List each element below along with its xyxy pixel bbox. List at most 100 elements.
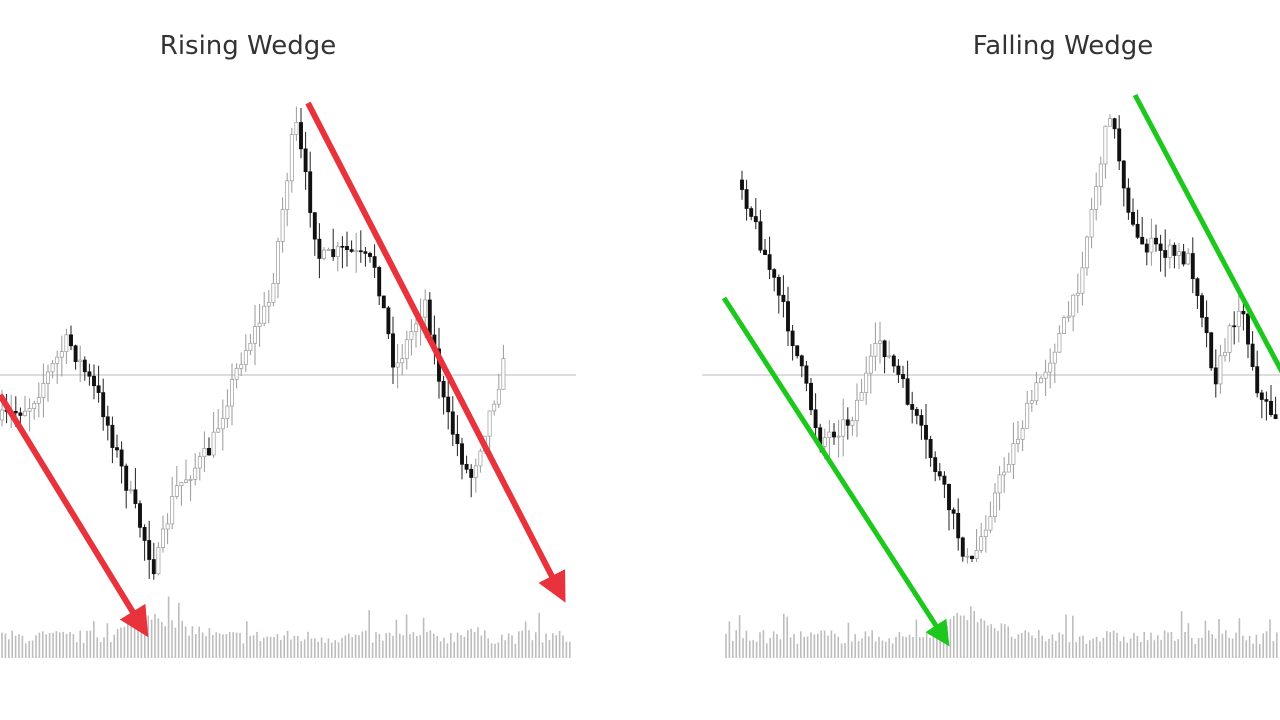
- candle-body: [317, 238, 322, 259]
- candle-body: [211, 431, 216, 456]
- candle-body: [138, 503, 142, 528]
- candle-body: [441, 380, 446, 398]
- left-panel: [0, 106, 576, 658]
- candle-body: [414, 323, 418, 332]
- candle-body: [124, 465, 129, 491]
- candle-body: [46, 371, 50, 384]
- candle-body: [234, 368, 239, 380]
- candle-body: [349, 249, 354, 252]
- candle-body: [423, 299, 428, 318]
- candle-body: [983, 529, 988, 538]
- candle-body: [220, 418, 225, 430]
- candle-body: [487, 410, 492, 437]
- candle-body: [1029, 400, 1034, 404]
- candle-body: [1098, 163, 1103, 187]
- candle-body: [174, 485, 179, 497]
- candle-body: [239, 364, 244, 369]
- candle-body: [951, 509, 956, 514]
- candle-body: [1241, 310, 1246, 315]
- candle-body: [781, 294, 786, 302]
- candle-body: [110, 424, 115, 448]
- candle-body: [280, 209, 285, 242]
- candle-body: [133, 489, 138, 504]
- candle-body: [970, 555, 974, 559]
- candle-body: [942, 475, 947, 485]
- candle-body: [1103, 125, 1108, 165]
- candle-body: [335, 245, 340, 257]
- candle-body: [230, 379, 234, 407]
- candle-body: [1052, 351, 1057, 364]
- candle-body: [197, 456, 202, 469]
- candle-body: [1204, 317, 1209, 334]
- arrow: [1132, 93, 1280, 374]
- candle-body: [253, 326, 257, 344]
- candle-body: [753, 216, 758, 223]
- panel-title: Falling Wedge: [973, 31, 1154, 61]
- candle-body: [64, 334, 69, 352]
- candle-body: [299, 122, 303, 150]
- candle-body: [1209, 332, 1214, 369]
- candle-body: [225, 405, 230, 419]
- candle-body: [276, 241, 280, 284]
- candle-body: [914, 409, 919, 416]
- candle-body: [372, 256, 377, 268]
- candle-body: [1190, 253, 1195, 280]
- candle-body: [1085, 236, 1089, 269]
- candle-body: [23, 410, 27, 416]
- candle-body: [161, 528, 165, 548]
- candle-body: [1259, 392, 1264, 400]
- candle-body: [50, 362, 55, 373]
- candle-body: [1043, 371, 1048, 379]
- candle-body: [446, 396, 451, 413]
- candle-body: [965, 555, 970, 558]
- candle-body: [901, 374, 905, 380]
- candle-body: [1006, 463, 1011, 473]
- candle-body: [41, 383, 46, 398]
- candle-body: [170, 496, 175, 525]
- candle-body: [326, 249, 331, 251]
- candle-body: [391, 333, 395, 368]
- candle-body: [832, 431, 836, 438]
- candle-body: [905, 378, 910, 405]
- candle-body: [1269, 400, 1273, 415]
- candle-body: [92, 375, 96, 387]
- candle-body: [156, 547, 161, 575]
- candle-body: [956, 513, 961, 539]
- candle-body: [1057, 333, 1062, 353]
- candle-body: [776, 277, 781, 296]
- candle-body: [1002, 471, 1007, 476]
- candle-body: [1223, 352, 1227, 357]
- candle-body: [850, 420, 855, 426]
- right-panel: [702, 114, 1280, 658]
- candle-body: [878, 340, 882, 344]
- candle-body: [55, 356, 60, 364]
- candle-body: [1255, 366, 1260, 394]
- candle-body: [1154, 237, 1158, 245]
- candle-body: [873, 343, 878, 357]
- candle-body: [377, 267, 382, 297]
- candle-body: [96, 385, 101, 393]
- candle-body: [1167, 244, 1172, 258]
- candle-body: [147, 540, 152, 560]
- candle-body: [960, 537, 965, 557]
- candle-body: [845, 419, 850, 426]
- candle-body: [947, 483, 951, 511]
- candle-body: [859, 392, 864, 401]
- candle-body: [381, 295, 386, 309]
- candle-body: [744, 189, 749, 209]
- candle-body: [266, 302, 271, 307]
- candle-body: [1144, 243, 1149, 253]
- candle-body: [184, 479, 188, 483]
- candle-body: [1089, 209, 1094, 238]
- candle-body: [809, 382, 813, 411]
- candle-body: [303, 148, 308, 173]
- candle-body: [1025, 402, 1030, 429]
- candle-body: [82, 359, 87, 373]
- candle-body: [128, 489, 133, 492]
- candle-body: [841, 419, 846, 437]
- candle-body: [257, 322, 262, 327]
- candle-body: [993, 492, 997, 518]
- candle-body: [937, 471, 942, 477]
